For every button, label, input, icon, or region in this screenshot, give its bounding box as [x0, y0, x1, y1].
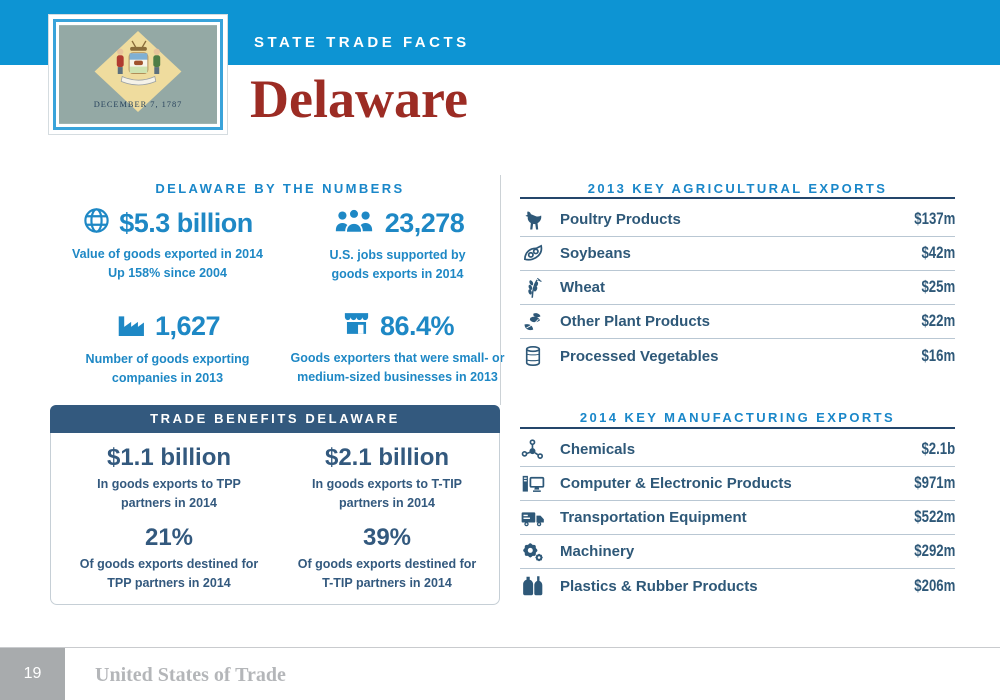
plant-products-icon [520, 309, 560, 335]
tpp-exports-stat: $1.1 billion In goods exports to TPP par… [63, 444, 275, 513]
table-row: Transportation Equipment $522m [520, 501, 955, 535]
page-number: 19 [0, 648, 65, 700]
computer-icon [520, 471, 560, 497]
stat-value: 1,627 [154, 311, 221, 341]
stat-value: $1.1 billion [106, 444, 232, 471]
row-value: $22m [921, 312, 955, 330]
manufacturing-section-title: 2014 KEY MANUFACTURING EXPORTS [579, 410, 896, 425]
stat-value: 39% [362, 524, 412, 551]
row-label: Transportation Equipment [560, 509, 747, 526]
stat-exporting-companies: 1,627 Number of goods exporting companie… [55, 308, 280, 388]
wheat-icon [520, 275, 560, 301]
flag-frame: DECEMBER 7, 1787 [53, 19, 223, 130]
agricultural-exports-table: Poultry Products $137m Soybeans $42m Whe… [520, 197, 955, 373]
row-label: Poultry Products [560, 211, 681, 228]
globe-icon [82, 206, 111, 240]
table-row: Computer & Electronic Products $971m [520, 467, 955, 501]
table-row: Poultry Products $137m [520, 203, 955, 237]
trade-benefits-panel: TRADE BENEFITS DELAWARE $1.1 billion In … [50, 405, 500, 605]
stat-value: 23,278 [384, 208, 465, 238]
row-label: Plastics & Rubber Products [560, 577, 758, 595]
canned-vegetables-icon [520, 343, 560, 369]
factory-icon [115, 308, 147, 345]
table-row: Soybeans $42m [520, 237, 955, 271]
table-row: Wheat $25m [520, 271, 955, 305]
stat-value: $5.3 billion [119, 207, 253, 238]
stat-value: 86.4% [379, 310, 455, 341]
stat-caption: In goods exports to T-TIP partners in 20… [312, 477, 462, 510]
row-value: $206m [913, 576, 955, 595]
stat-caption: In goods exports to TPP partners in 2014 [97, 477, 241, 510]
delaware-flag: DECEMBER 7, 1787 [48, 14, 228, 135]
stat-caption: Of goods exports destined for TPP partne… [79, 557, 259, 590]
workers-icon [331, 206, 377, 241]
stat-caption: U.S. jobs supported by goods exports in … [329, 248, 466, 281]
table-row: Plastics & Rubber Products $206m [520, 569, 955, 603]
tpp-share-stat: 21% Of goods exports destined for TPP pa… [63, 524, 275, 593]
coat-of-arms [116, 40, 161, 86]
delaware-flag-image: DECEMBER 7, 1787 [59, 25, 217, 124]
stat-caption: Value of goods exported in 2014 Up 158% … [71, 247, 264, 280]
molecule-icon [520, 437, 560, 463]
table-row: Chemicals $2.1b [520, 433, 955, 467]
table-row: Other Plant Products $22m [520, 305, 955, 339]
numbers-section-title: DELAWARE BY THE NUMBERS [155, 181, 405, 196]
table-row: Machinery $292m [520, 535, 955, 569]
column-divider [500, 175, 501, 405]
stat-value: 21% [144, 524, 194, 551]
stat-small-business: 86.4% Goods exporters that were small- o… [290, 308, 505, 387]
table-row: Processed Vegetables $16m [520, 339, 955, 373]
stat-caption: Number of goods exporting companies in 2… [85, 352, 250, 385]
flag-date-label: DECEMBER 7, 1787 [94, 100, 183, 109]
stat-caption: Of goods exports destined for T-TIP part… [297, 557, 477, 590]
stat-jobs-supported: 23,278 U.S. jobs supported by goods expo… [290, 206, 505, 284]
storefront-icon [341, 308, 372, 344]
gears-icon [520, 539, 560, 565]
stat-goods-exported: $5.3 billion Value of goods exported in … [55, 206, 280, 283]
footer-brand: United States of Trade [95, 664, 286, 686]
stat-caption: Goods exporters that were small- or medi… [290, 351, 505, 384]
row-value: $971m [913, 474, 955, 492]
row-value: $522m [913, 508, 955, 526]
trade-benefits-title: TRADE BENEFITS DELAWARE [50, 405, 500, 433]
kicker-title: STATE TRADE FACTS [254, 34, 470, 51]
page-title: Delaware [250, 69, 468, 129]
stat-value: $2.1 billion [324, 444, 450, 471]
row-value: $16m [921, 346, 955, 365]
footer-divider [0, 647, 1000, 648]
row-label: Chemicals [560, 441, 636, 458]
truck-icon [520, 505, 560, 531]
row-value: $42m [921, 244, 955, 262]
row-value: $2.1b [921, 440, 955, 458]
row-label: Processed Vegetables [560, 347, 719, 365]
soybeans-icon [520, 241, 560, 267]
row-value: $292m [913, 542, 955, 560]
row-label: Computer & Electronic Products [560, 475, 792, 492]
bottles-icon [520, 573, 560, 599]
row-value: $25m [921, 278, 955, 296]
poultry-icon [520, 207, 560, 233]
row-value: $137m [913, 210, 955, 228]
ttip-share-stat: 39% Of goods exports destined for T-TIP … [283, 524, 491, 593]
row-label: Soybeans [560, 245, 631, 262]
row-label: Wheat [560, 279, 605, 296]
row-label: Machinery [560, 543, 635, 560]
agricultural-section-title: 2013 KEY AGRICULTURAL EXPORTS [587, 181, 888, 196]
ttip-exports-stat: $2.1 billion In goods exports to T-TIP p… [283, 444, 491, 513]
row-label: Other Plant Products [560, 313, 711, 330]
manufacturing-exports-table: Chemicals $2.1b Computer & Electronic Pr… [520, 427, 955, 603]
